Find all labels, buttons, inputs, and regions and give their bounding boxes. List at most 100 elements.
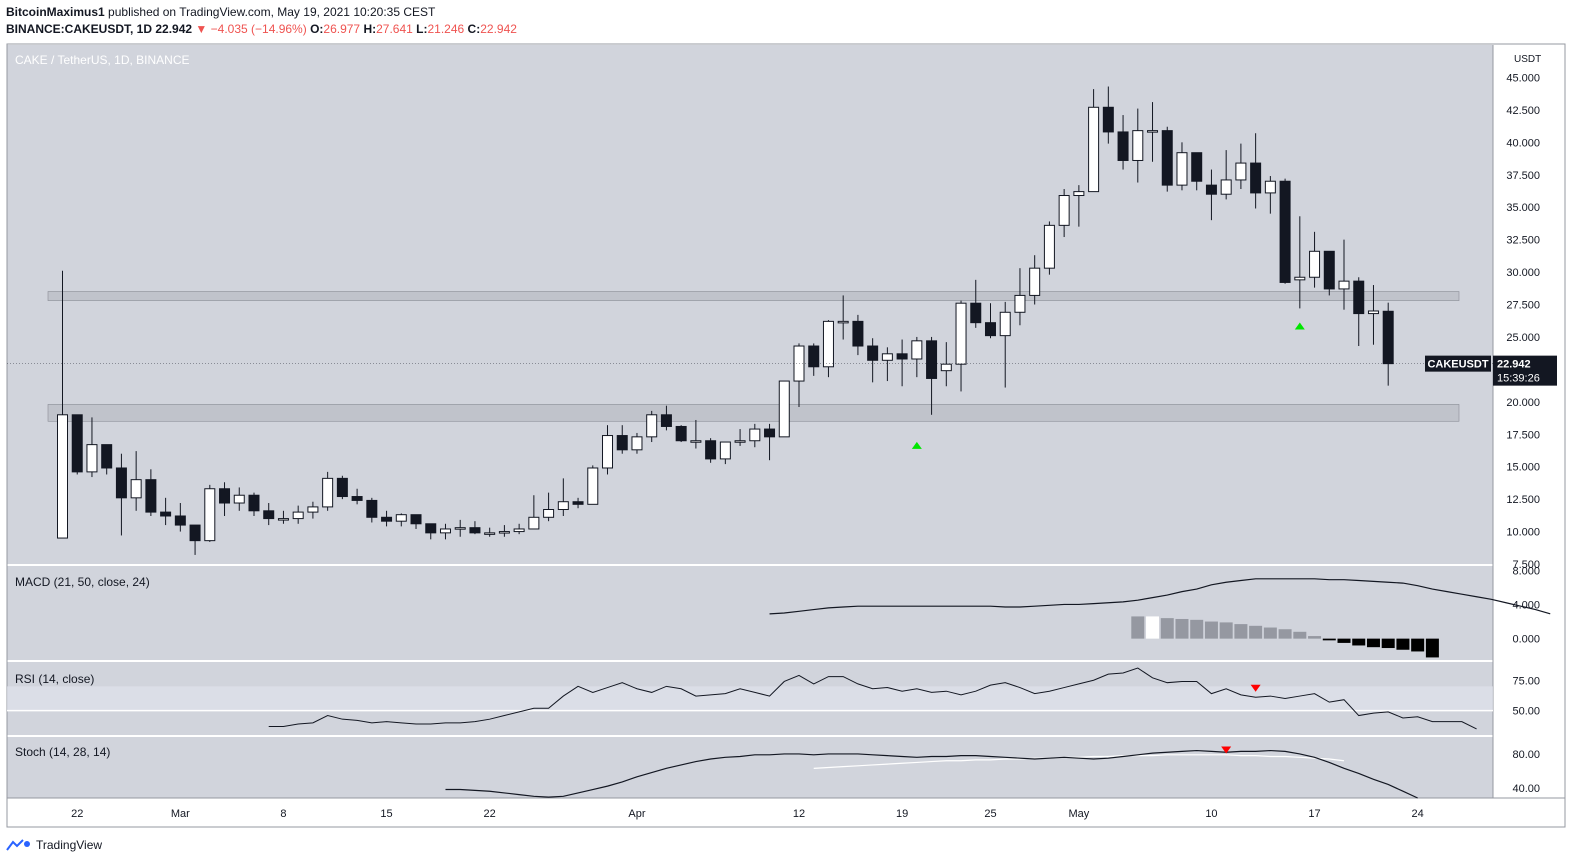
candle-body: [1338, 280, 1350, 290]
candle-body: [999, 311, 1011, 337]
candle: [1264, 176, 1276, 214]
candle-body: [145, 479, 157, 513]
candle-body: [1323, 250, 1335, 290]
candle-body: [174, 515, 186, 526]
candle-body: [1043, 224, 1055, 269]
macd-tick-label: 0.000: [1512, 634, 1540, 646]
candle-body: [57, 414, 68, 539]
tradingview-logo-icon: [6, 839, 30, 851]
candle: [675, 425, 687, 443]
candle-body: [248, 494, 260, 512]
publisher-name[interactable]: BitcoinMaximus1: [6, 5, 105, 19]
time-tick-label: 10: [1205, 808, 1217, 820]
candle-body: [204, 488, 216, 542]
candle: [955, 300, 967, 392]
symbol-tag-label: CAKEUSDT: [1427, 359, 1488, 371]
time-tick-label: 17: [1308, 808, 1320, 820]
candle: [498, 525, 510, 537]
pane-stoch-background: [7, 737, 1493, 798]
macd-tick-label: 8.000: [1512, 565, 1540, 577]
candle-body: [970, 302, 982, 324]
candle-body: [867, 345, 879, 361]
candle-body: [233, 494, 245, 504]
candle: [1235, 143, 1247, 190]
candle-body: [1205, 184, 1217, 195]
stoch-tick-label: 80.00: [1512, 749, 1540, 761]
symbol-info-line: BINANCE:CAKEUSDT, 1D 22.942 ▼ −4.035 (−1…: [6, 22, 517, 36]
time-tick-label: 24: [1412, 808, 1424, 820]
price-tick-label: 45.000: [1506, 72, 1540, 84]
price-tag-background: [1493, 355, 1557, 386]
candle: [263, 503, 275, 526]
macd-histogram-bar: [1219, 622, 1233, 639]
macd-histogram-bar: [1263, 627, 1277, 639]
candle: [513, 523, 525, 535]
macd-histogram-bar: [1337, 638, 1351, 643]
macd-label: MACD (21, 50, close, 24): [15, 575, 150, 589]
support-resistance-zone: [47, 404, 1460, 422]
candle-body: [646, 414, 658, 438]
candle: [484, 527, 496, 537]
price-tick-label: 7.500: [1512, 559, 1540, 571]
macd-histogram-bar: [1366, 638, 1380, 648]
candle: [233, 487, 245, 511]
close-label: C:: [467, 22, 481, 36]
time-tick-label: 12: [793, 808, 805, 820]
candle-body: [749, 428, 761, 442]
pane-macd-background: [7, 566, 1493, 660]
macd-histogram-bar: [1322, 638, 1336, 641]
candle-body: [1353, 280, 1365, 315]
candle: [1279, 178, 1291, 284]
sell-signal-marker: [1221, 746, 1232, 754]
candle-body: [764, 428, 776, 438]
candle-body: [1176, 152, 1188, 186]
candle: [101, 444, 113, 475]
candle-body: [410, 514, 422, 525]
stoch-label: Stoch (14, 28, 14): [15, 745, 110, 759]
time-tick-label: 8: [280, 808, 286, 820]
candle: [1367, 285, 1379, 345]
candle-body: [1117, 131, 1129, 161]
candle-body: [307, 506, 319, 513]
rsi-tick-label: 50.00: [1512, 706, 1540, 718]
candle: [381, 510, 393, 527]
time-tick-label: 22: [71, 808, 83, 820]
candle: [778, 380, 790, 438]
candle: [1132, 108, 1144, 183]
price-tick-label: 32.500: [1506, 235, 1540, 247]
candle-body: [528, 516, 540, 530]
candle-body: [101, 444, 113, 469]
candle-body: [1058, 195, 1070, 226]
candle: [1382, 302, 1394, 386]
candle-body: [1264, 180, 1276, 194]
buy-signal-marker: [1294, 322, 1305, 330]
pane-main-background: [7, 45, 1493, 564]
candle-body: [1279, 180, 1291, 283]
candle-body: [984, 322, 996, 337]
macd-histogram-bar: [1204, 621, 1218, 639]
candle-body: [219, 488, 231, 504]
candle: [822, 320, 834, 378]
time-tick-label: Mar: [171, 808, 190, 820]
buy-signal-marker: [911, 441, 922, 449]
macd-histogram-bar: [1190, 619, 1204, 639]
macd-histogram-bar: [1234, 624, 1248, 639]
candle: [1161, 126, 1173, 192]
price-tick-label: 15.000: [1506, 462, 1540, 474]
candle-body: [1382, 310, 1394, 365]
candle-body: [631, 436, 643, 451]
candle-body: [292, 511, 304, 520]
candle: [322, 471, 334, 511]
candle: [867, 338, 879, 383]
rsi-label: RSI (14, close): [15, 672, 94, 686]
candle-body: [690, 440, 702, 443]
price-tick-label: 20.000: [1506, 397, 1540, 409]
price-tag-value: 22.942: [1497, 359, 1531, 371]
price-tick-label: 30.000: [1506, 267, 1540, 279]
candle: [1309, 231, 1321, 288]
candle-body: [660, 414, 672, 427]
candle-body: [602, 435, 614, 469]
rsi-band: [7, 686, 1493, 711]
candle: [911, 336, 923, 378]
